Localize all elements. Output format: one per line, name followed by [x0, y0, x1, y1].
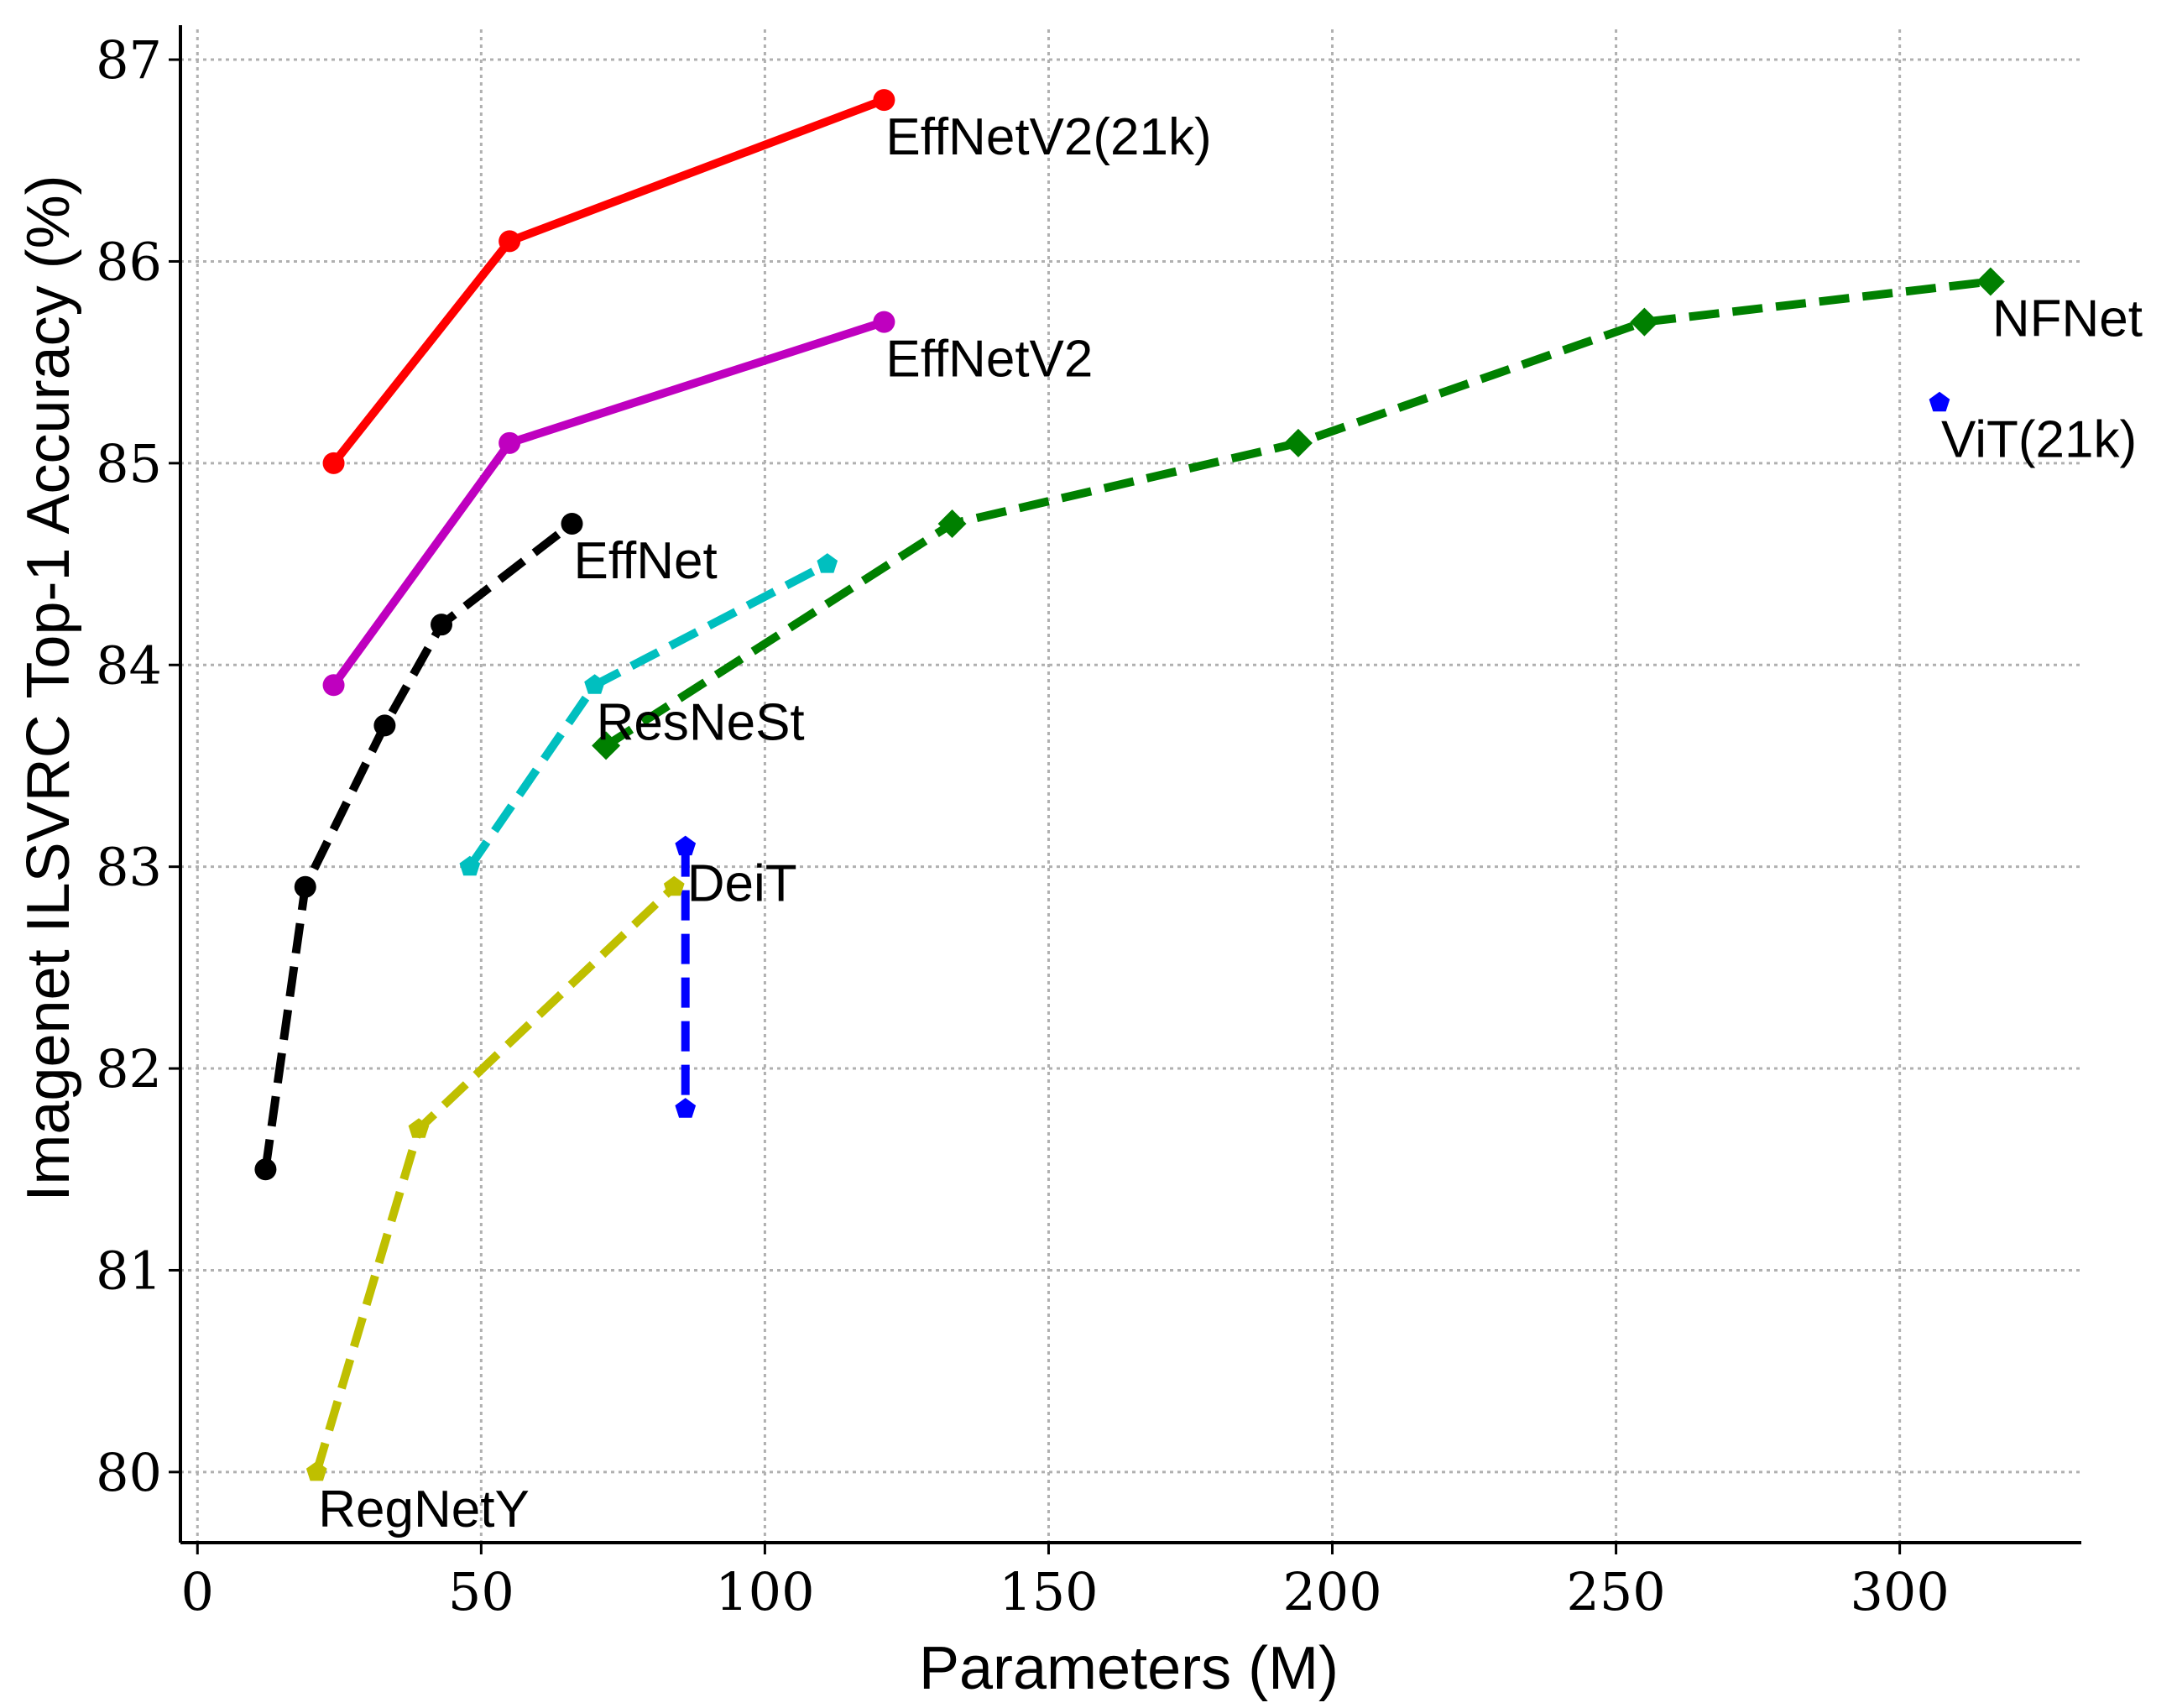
series-effnetv2-21k	[322, 89, 895, 474]
data-point-regnety-0	[305, 1460, 327, 1481]
series-line-effnetv2	[330, 317, 885, 688]
data-point-effnetv2-21k-2	[873, 89, 895, 112]
data-point-vit-21k-0	[1929, 391, 1950, 412]
series-nfnet	[592, 267, 2005, 760]
data-point-nfnet-1	[937, 509, 967, 538]
grid	[180, 29, 2081, 1543]
x-tick-label-250: 250	[1566, 1561, 1665, 1622]
y-tick-label-81: 81	[96, 1240, 162, 1301]
x-tick-label-0: 0	[181, 1561, 214, 1622]
x-tick-label-200: 200	[1282, 1561, 1381, 1622]
data-point-resnest-0	[459, 855, 481, 876]
series-line-nfnet	[603, 277, 1992, 750]
y-tick-label-80: 80	[96, 1442, 162, 1503]
data-point-resnest-1	[584, 674, 605, 694]
y-tick-label-84: 84	[96, 635, 162, 696]
series-label-effnetv2-21k: EffNetV2(21k)	[885, 108, 1211, 166]
data-point-effnet-0	[254, 1158, 277, 1181]
x-axis-title: Parameters (M)	[919, 1635, 1339, 1702]
series-line-effnet	[261, 520, 575, 1170]
data-point-regnety-2	[663, 875, 685, 896]
data-point-effnetv2-0	[322, 674, 345, 697]
y-tick-label-86: 86	[96, 231, 162, 292]
series-line-regnety	[312, 884, 677, 1474]
data-point-effnetv2-21k-0	[322, 452, 345, 474]
x-tick-label-50: 50	[448, 1561, 514, 1622]
axes	[179, 25, 2081, 1544]
data-point-nfnet-2	[1283, 428, 1313, 457]
series-regnety	[305, 875, 685, 1481]
ticks: 0 50 100 150 200 250 300 80 81 82 83 84 85 86 87	[96, 29, 1950, 1622]
data-point-effnetv2-21k-1	[499, 230, 521, 253]
series-layer	[254, 89, 2005, 1481]
series-label-nfnet: NFNet	[1992, 290, 2143, 348]
data-point-resnest-2	[817, 553, 838, 573]
series-effnetv2	[322, 311, 895, 697]
x-tick-label-100: 100	[715, 1561, 814, 1622]
series-vit-21k	[1929, 391, 1950, 412]
data-point-regnety-1	[408, 1118, 430, 1138]
data-point-nfnet-4	[1976, 267, 2005, 296]
x-tick-label-300: 300	[1850, 1561, 1949, 1622]
series-deit	[675, 835, 697, 1118]
series-label-regnety: RegNetY	[318, 1481, 530, 1538]
x-tick-label-150: 150	[999, 1561, 1098, 1622]
data-point-effnet-4	[561, 512, 583, 535]
data-point-nfnet-0	[592, 731, 621, 760]
series-label-effnetv2: EffNetV2	[885, 331, 1093, 389]
data-point-deit-0	[675, 835, 697, 856]
data-point-effnetv2-2	[873, 311, 895, 333]
series-label-vit-21k: ViT(21k)	[1941, 411, 2137, 469]
y-tick-label-82: 82	[96, 1038, 162, 1099]
y-tick-label-87: 87	[96, 29, 162, 91]
series-resnest	[459, 553, 838, 876]
series-label-deit: DeiT	[687, 855, 797, 913]
data-point-deit-1	[675, 1098, 697, 1118]
series-label-resnest: ResNeSt	[597, 693, 805, 751]
series-label-effnet: EffNet	[574, 532, 718, 590]
data-point-effnetv2-1	[499, 431, 521, 454]
series-effnet	[254, 512, 583, 1181]
y-tick-label-85: 85	[96, 433, 162, 494]
data-point-effnet-1	[294, 875, 316, 898]
labels-layer: EffNetV2(21k) EffNetV2 EffNet ResNeSt NFNet V…	[318, 108, 2143, 1538]
y-tick-label-83: 83	[96, 837, 162, 898]
data-point-effnet-2	[373, 714, 396, 737]
data-point-nfnet-3	[1630, 307, 1659, 337]
y-axis-title: Imagenet ILSVRC Top-1 Accuracy (%)	[15, 175, 82, 1201]
data-point-effnet-3	[431, 614, 453, 636]
